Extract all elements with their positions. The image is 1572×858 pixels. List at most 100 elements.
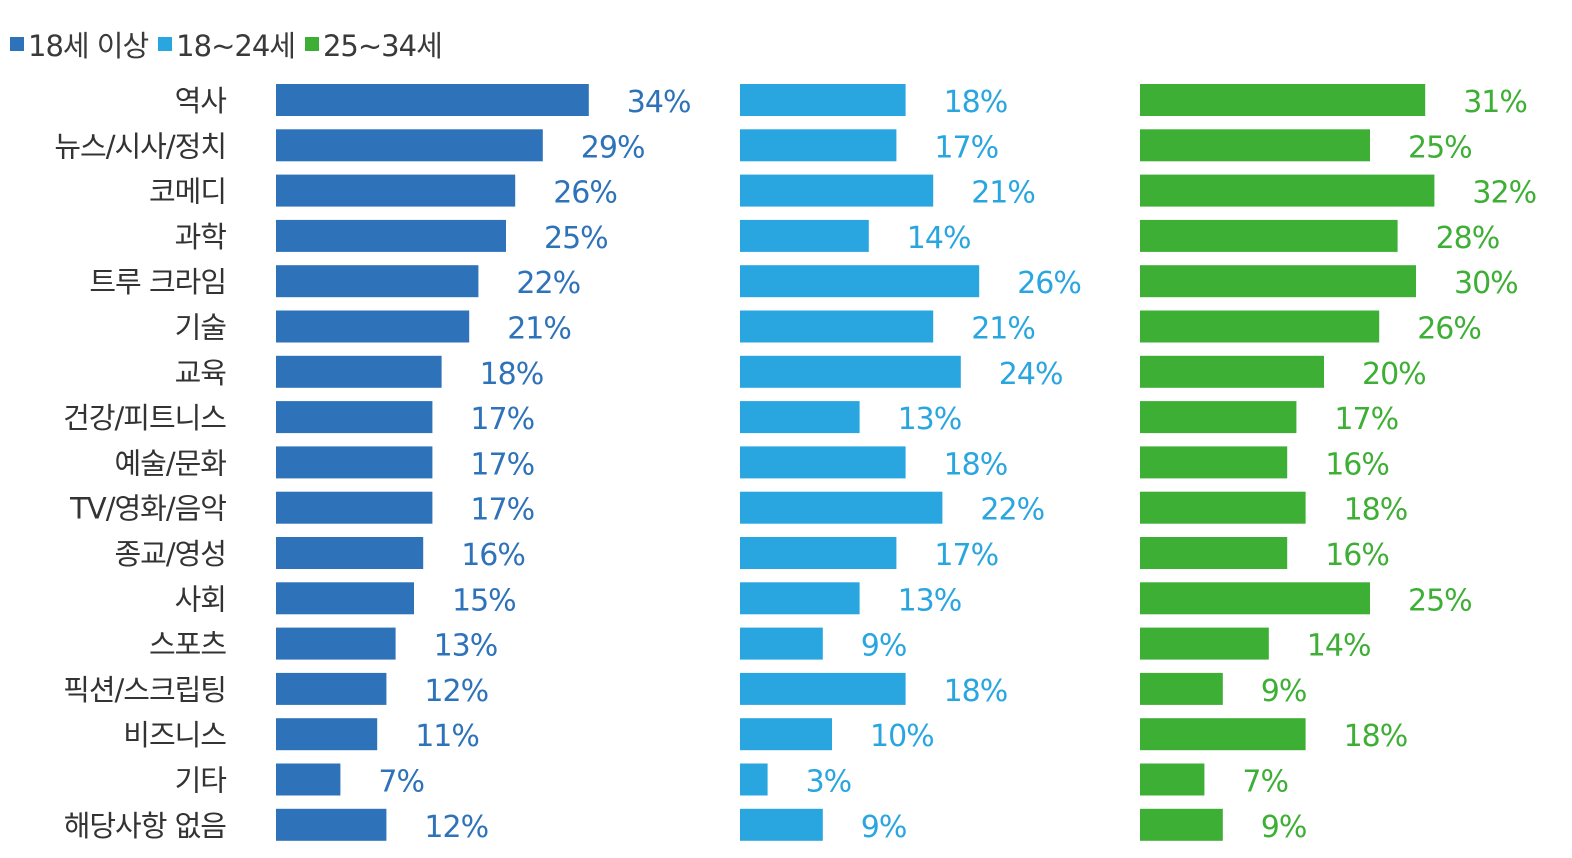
bar: [740, 627, 823, 660]
bar: [1140, 672, 1223, 705]
category-label: 픽션/스크립팅: [63, 673, 226, 707]
data-label: 12%: [424, 674, 488, 709]
category-label: 종교/영성: [115, 537, 227, 571]
category-label: 교육: [175, 356, 227, 390]
data-label: 29%: [581, 130, 645, 165]
category-label: 예술/문화: [115, 446, 227, 480]
data-label: 16%: [1325, 447, 1389, 482]
data-label: 3%: [806, 765, 852, 800]
data-label: 17%: [934, 538, 998, 573]
bar: [276, 219, 506, 252]
category-label: 기타: [175, 764, 227, 798]
data-label: 24%: [999, 357, 1063, 392]
data-label: 21%: [507, 312, 571, 347]
bar: [1140, 537, 1288, 569]
category-label: 비즈니스: [123, 718, 226, 752]
legend-label-18-24: 18~24세: [176, 29, 296, 63]
bar: [740, 582, 860, 615]
data-label: 32%: [1472, 176, 1536, 211]
data-label: 17%: [934, 130, 998, 165]
bar: [1140, 808, 1223, 841]
bar: [740, 84, 906, 116]
legend-swatch-18-plus: [10, 37, 24, 51]
data-label: 9%: [861, 810, 907, 845]
bar: [740, 355, 961, 388]
category-label: 건강/피트니스: [63, 401, 226, 435]
bar: [276, 310, 470, 343]
bar: [1140, 718, 1306, 751]
legend: 18세 이상 18~24세 25~34세: [10, 22, 452, 66]
data-label: 15%: [452, 583, 516, 618]
data-label: 31%: [1463, 85, 1527, 120]
bar: [740, 808, 823, 841]
data-label: 16%: [461, 538, 525, 573]
data-label: 13%: [898, 402, 962, 437]
bar: [276, 174, 516, 207]
category-label: 트루 크라임: [89, 265, 226, 299]
data-label: 21%: [971, 176, 1035, 211]
category-label: 코메디: [149, 175, 226, 209]
data-label: 26%: [1017, 266, 1081, 301]
bar: [740, 219, 869, 252]
data-label: 17%: [470, 447, 534, 482]
data-label: 12%: [424, 810, 488, 845]
data-label: 18%: [944, 674, 1008, 709]
data-label: 25%: [544, 221, 608, 256]
data-label: 10%: [870, 719, 934, 754]
bar: [1140, 627, 1269, 660]
bar: [276, 763, 341, 796]
data-label: 9%: [861, 629, 907, 664]
category-label: TV/영화/음악: [69, 492, 226, 526]
bar: [1140, 582, 1370, 615]
legend-label-25-34: 25~34세: [322, 29, 443, 63]
data-label: 25%: [1408, 130, 1472, 165]
data-label: 17%: [1334, 402, 1398, 437]
bar: [276, 491, 433, 524]
legend-item-18-24: 18~24세: [158, 23, 296, 65]
bar: [740, 265, 980, 298]
bar: [276, 582, 414, 615]
bar: [1140, 491, 1306, 524]
legend-item-18-plus: 18세 이상: [10, 23, 149, 65]
legend-swatch-18-24: [158, 37, 173, 51]
data-label: 9%: [1261, 674, 1307, 709]
bar: [740, 537, 897, 569]
bar: [1140, 129, 1370, 162]
legend-label-18-plus: 18세 이상: [28, 29, 149, 63]
category-label: 역사: [175, 84, 227, 118]
bar: [276, 265, 479, 298]
data-label: 18%: [944, 447, 1008, 482]
data-label: 16%: [1325, 538, 1389, 573]
data-label: 22%: [980, 493, 1044, 528]
bar: [740, 310, 934, 343]
data-label: 17%: [470, 493, 534, 528]
bar: [276, 84, 589, 116]
data-label: 22%: [516, 266, 580, 301]
bar: [1140, 84, 1426, 116]
bar: [740, 718, 832, 751]
bar: [1140, 355, 1324, 388]
data-label: 7%: [1242, 765, 1288, 800]
bar: [276, 355, 442, 388]
bar: [740, 401, 860, 434]
bar: [1140, 174, 1435, 207]
data-label: 26%: [553, 176, 617, 211]
data-label: 30%: [1454, 266, 1518, 301]
category-label: 과학: [175, 220, 227, 254]
data-label: 13%: [898, 583, 962, 618]
bar: [740, 129, 897, 162]
bar: [1140, 265, 1416, 298]
bar: [740, 491, 943, 524]
data-label: 21%: [971, 312, 1035, 347]
bar: [276, 129, 543, 162]
category-label: 해당사항 없음: [64, 809, 227, 843]
bar: [740, 672, 906, 705]
legend-item-25-34: 25~34세: [304, 23, 443, 65]
bar: [276, 537, 424, 569]
bar: [1140, 446, 1288, 479]
data-label: 20%: [1362, 357, 1426, 392]
data-label: 17%: [470, 402, 534, 437]
data-label: 18%: [1344, 719, 1408, 754]
bar: [276, 446, 433, 479]
